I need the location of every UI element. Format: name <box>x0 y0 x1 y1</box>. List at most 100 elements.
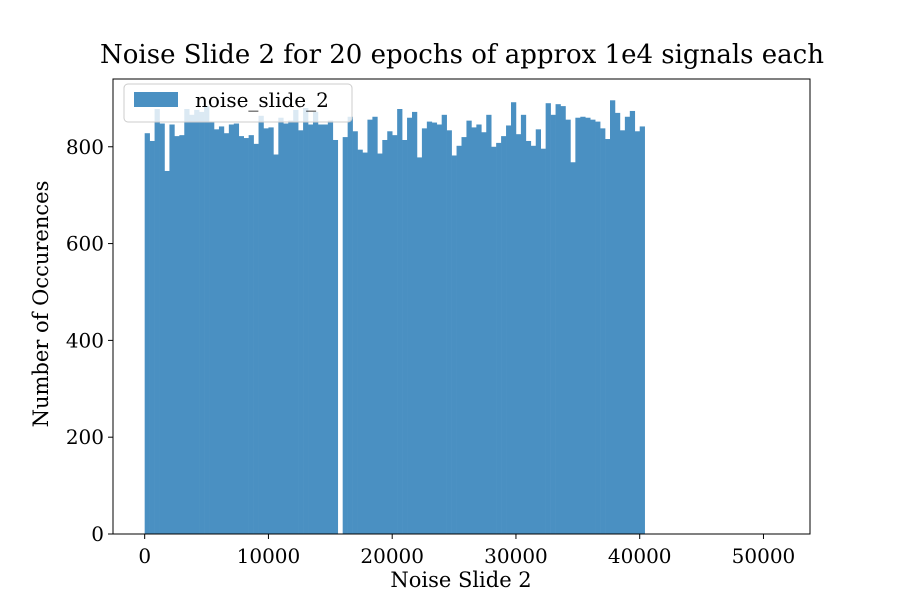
histogram-bar <box>263 128 269 534</box>
histogram-bar <box>209 121 215 534</box>
histogram-bar <box>298 130 304 534</box>
histogram-bar <box>535 129 541 534</box>
histogram-bar <box>585 117 591 534</box>
histogram-bar <box>491 146 497 534</box>
histogram-bar <box>332 139 339 535</box>
histogram-bar <box>288 120 294 534</box>
histogram-bar <box>312 111 319 534</box>
histogram-bar <box>570 162 576 534</box>
legend: noise_slide_2 <box>123 83 353 123</box>
histogram-bar <box>159 123 165 534</box>
x-axis-ticks: 0 10000 20000 30000 40000 50000 <box>138 534 795 568</box>
histogram-bar <box>595 121 601 534</box>
x-tick-label: 10000 <box>237 544 301 568</box>
histogram-bar <box>619 130 626 534</box>
histogram-bar <box>194 109 200 534</box>
histogram-bar <box>278 117 284 534</box>
x-tick-label: 40000 <box>608 544 672 568</box>
histogram-bar <box>471 127 477 535</box>
histogram-bar <box>421 128 428 534</box>
histogram-bar <box>362 152 368 534</box>
histogram-bar <box>387 131 393 534</box>
histogram-bar <box>174 136 180 534</box>
histogram-bar <box>184 109 190 534</box>
chart-title: Noise Slide 2 for 20 epochs of approx 1e… <box>100 40 824 70</box>
histogram-bar <box>218 126 225 534</box>
histogram-bar <box>377 153 383 535</box>
histogram-bar <box>149 140 155 534</box>
histogram-bar <box>179 135 185 534</box>
histogram-bar <box>322 124 329 534</box>
histogram-bar <box>204 106 210 535</box>
histogram-bar <box>441 114 447 534</box>
histogram-bar <box>614 112 621 534</box>
histogram-bar <box>575 117 581 534</box>
histogram-bar <box>189 114 195 534</box>
x-tick-label: 0 <box>138 544 151 568</box>
histogram-bar <box>392 135 398 534</box>
histogram-bar <box>550 114 556 534</box>
histogram-bar <box>560 106 566 535</box>
histogram-bar <box>342 137 348 534</box>
histogram-bar <box>308 124 314 534</box>
histogram-bar <box>169 124 175 534</box>
histogram-bar <box>144 133 150 534</box>
histogram-bar <box>243 138 249 535</box>
histogram-bar <box>372 116 378 534</box>
x-tick-label: 50000 <box>732 544 796 568</box>
histogram-bar <box>154 109 160 534</box>
histogram-bar <box>555 104 561 535</box>
histogram-bar <box>436 124 442 534</box>
histogram-bar <box>501 136 507 534</box>
histogram-bar <box>605 139 611 534</box>
histogram-bar <box>511 102 517 534</box>
histogram-bar <box>590 119 596 534</box>
histogram-bar <box>238 136 244 534</box>
histogram-bar <box>431 122 438 534</box>
histogram-bar <box>407 117 413 534</box>
histogram-bar <box>456 145 462 535</box>
histogram-bar <box>634 131 641 534</box>
histogram-bar <box>412 111 418 534</box>
y-tick-label: 600 <box>66 232 104 256</box>
legend-swatch <box>134 92 178 107</box>
histogram-bar <box>506 125 512 534</box>
histogram-bar <box>639 126 645 534</box>
histogram-bar <box>228 124 235 534</box>
legend-label: noise_slide_2 <box>195 88 329 112</box>
histogram-bar <box>402 139 408 535</box>
histogram-bar <box>327 120 334 534</box>
histogram-bar <box>451 155 457 535</box>
legend-box <box>123 83 353 123</box>
y-tick-label: 200 <box>66 425 104 449</box>
histogram-bar <box>446 130 452 534</box>
histogram-bar <box>580 116 586 534</box>
histogram-bar <box>258 115 264 534</box>
histogram-bar <box>397 109 403 534</box>
histogram-bar <box>303 108 309 534</box>
histogram-bar <box>466 120 472 534</box>
plot-frame <box>112 78 811 535</box>
histogram-bar <box>347 116 353 534</box>
histogram-bar <box>253 143 259 535</box>
histogram-bar <box>268 127 274 535</box>
histogram-bar <box>293 109 299 534</box>
histogram-bar <box>496 142 502 534</box>
histogram-bar <box>540 148 546 534</box>
histogram-bar <box>565 119 571 534</box>
histogram-bar <box>530 145 537 535</box>
histogram-bar <box>525 140 532 534</box>
histogram-bar <box>481 132 487 535</box>
y-tick-label: 0 <box>91 522 104 546</box>
histogram-bar <box>199 111 205 534</box>
histogram-bar <box>461 137 467 534</box>
histogram-bar <box>629 110 636 534</box>
histogram-bar <box>476 124 482 534</box>
histogram-bar <box>610 100 616 535</box>
x-tick-label: 30000 <box>484 544 548 568</box>
x-axis-label: Noise Slide 2 <box>390 568 531 592</box>
histogram-bar <box>624 116 631 534</box>
histogram-bar <box>515 134 522 534</box>
histogram-bar <box>382 139 388 535</box>
